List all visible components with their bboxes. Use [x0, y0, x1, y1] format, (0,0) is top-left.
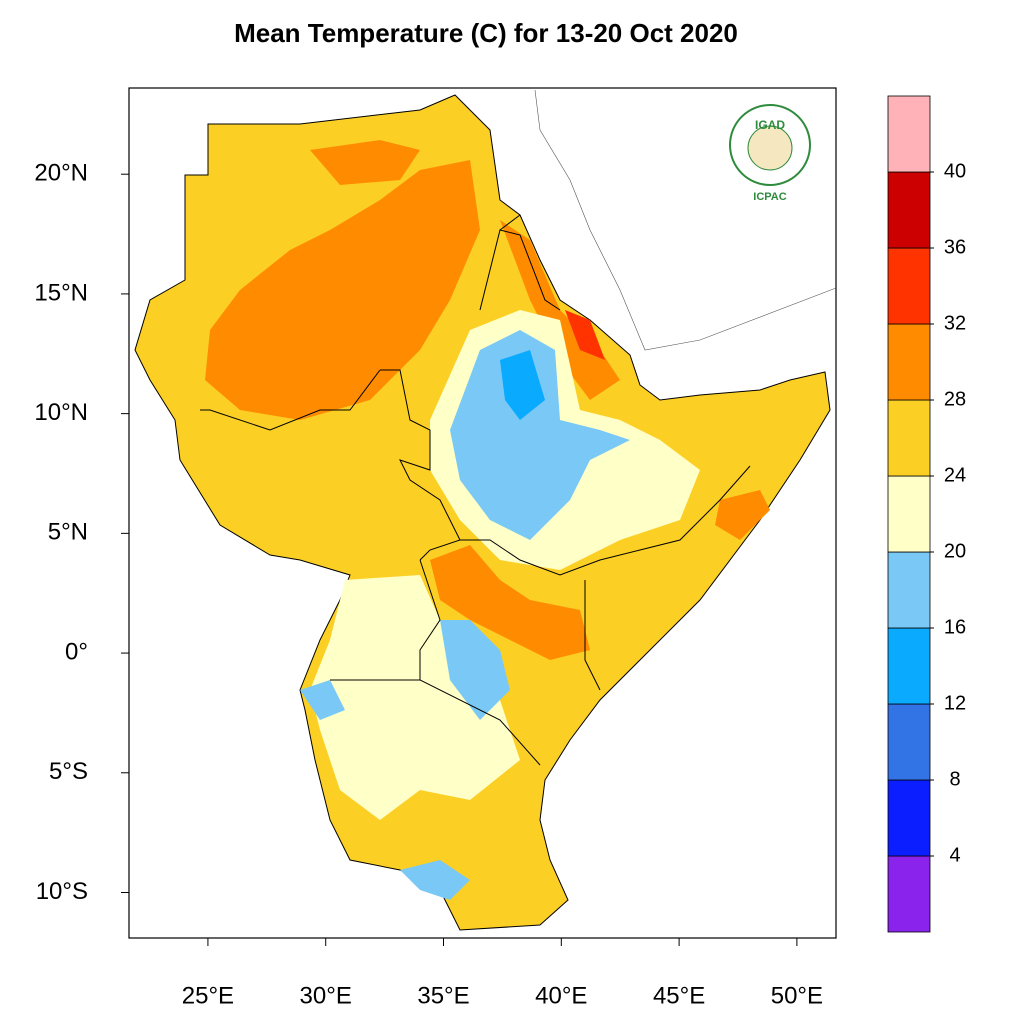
- colorbar-segment: [887, 399, 931, 477]
- x-tick-label: 35°E: [417, 982, 469, 1009]
- colorbar-label: 4: [949, 844, 960, 866]
- colorbar-label: 8: [949, 768, 960, 790]
- colorbar-label: 36: [944, 236, 966, 258]
- colorbar-segment: [887, 475, 931, 553]
- colorbar-segment: [887, 551, 931, 629]
- y-tick-label: 0°: [65, 638, 88, 665]
- x-tick-label: 50°E: [771, 982, 823, 1009]
- title: Mean Temperature (C) for 13-20 Oct 2020: [234, 18, 738, 48]
- y-tick-label: 5°N: [48, 519, 88, 546]
- x-tick-label: 25°E: [182, 982, 234, 1009]
- colorbar-segment: [887, 779, 931, 857]
- colorbar-segment: [887, 247, 931, 325]
- colorbar-label: 20: [944, 540, 966, 562]
- logo-name: IGAD: [755, 118, 785, 132]
- y-tick-label: 10°N: [34, 399, 88, 426]
- colorbar-label: 28: [944, 388, 966, 410]
- colorbar-label: 32: [944, 312, 966, 334]
- y-tick-label: 10°S: [36, 878, 88, 905]
- logo-caption: ICPAC: [753, 191, 786, 203]
- y-tick-label: 20°N: [34, 160, 88, 187]
- x-tick-label: 40°E: [535, 982, 587, 1009]
- logo: IGAD ICPAC: [729, 104, 811, 203]
- colorbar-segment: [887, 95, 931, 173]
- colorbar-label: 16: [944, 616, 966, 638]
- x-tick-label: 45°E: [653, 982, 705, 1009]
- colorbar-segment: [887, 703, 931, 781]
- colorbar-label: 40: [944, 160, 966, 182]
- land: [134, 89, 837, 931]
- x-tick-label: 30°E: [300, 982, 352, 1009]
- colorbar-segment: [887, 855, 931, 933]
- y-tick-label: 15°N: [34, 279, 88, 306]
- colorbar-label: 12: [944, 692, 966, 714]
- colorbar-label: 24: [944, 464, 966, 486]
- colorbar-segment: [887, 323, 931, 401]
- colorbar-segment: [887, 171, 931, 249]
- colorbar-segment: [887, 627, 931, 705]
- y-tick-label: 5°S: [49, 758, 88, 785]
